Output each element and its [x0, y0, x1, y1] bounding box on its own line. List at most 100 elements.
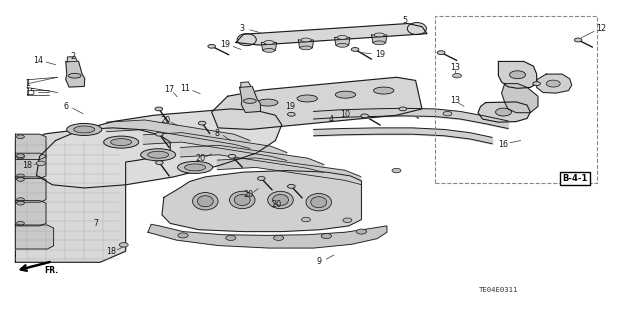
Ellipse shape [392, 168, 401, 173]
Ellipse shape [17, 221, 24, 225]
Polygon shape [218, 158, 361, 184]
Ellipse shape [311, 197, 326, 208]
Polygon shape [162, 171, 362, 232]
Text: 4: 4 [329, 115, 334, 124]
Polygon shape [15, 153, 46, 178]
Text: 11: 11 [180, 84, 190, 93]
Ellipse shape [268, 191, 293, 209]
Text: 19: 19 [285, 102, 296, 111]
Ellipse shape [177, 161, 212, 174]
Ellipse shape [337, 43, 348, 47]
Polygon shape [478, 102, 531, 122]
Ellipse shape [244, 99, 256, 103]
Ellipse shape [321, 234, 332, 239]
Ellipse shape [437, 51, 445, 55]
Ellipse shape [287, 112, 295, 116]
Ellipse shape [306, 194, 332, 211]
Ellipse shape [178, 233, 188, 238]
Polygon shape [36, 109, 282, 188]
Text: 10: 10 [340, 110, 351, 119]
Ellipse shape [452, 73, 461, 78]
Ellipse shape [407, 23, 426, 34]
Polygon shape [241, 82, 251, 87]
Ellipse shape [287, 184, 295, 188]
Text: 20: 20 [195, 154, 205, 163]
Text: 1: 1 [26, 79, 31, 88]
Text: 19: 19 [375, 50, 385, 59]
Ellipse shape [257, 177, 265, 180]
Ellipse shape [300, 46, 312, 50]
Ellipse shape [509, 71, 525, 79]
Ellipse shape [351, 48, 359, 51]
Polygon shape [106, 120, 250, 148]
Ellipse shape [119, 243, 128, 247]
Ellipse shape [273, 235, 284, 241]
Text: 20: 20 [271, 200, 282, 209]
Polygon shape [372, 35, 387, 43]
Polygon shape [239, 86, 260, 113]
Text: 5: 5 [402, 17, 407, 26]
Ellipse shape [374, 87, 394, 94]
Polygon shape [261, 42, 276, 50]
Ellipse shape [226, 235, 236, 241]
Ellipse shape [208, 44, 216, 48]
Ellipse shape [193, 193, 218, 210]
Ellipse shape [574, 38, 582, 42]
Polygon shape [15, 201, 46, 226]
Ellipse shape [297, 95, 317, 102]
Text: 13: 13 [450, 97, 460, 106]
Text: TE04E0311: TE04E0311 [479, 287, 518, 293]
Ellipse shape [17, 135, 24, 139]
Ellipse shape [17, 174, 24, 178]
Text: 6: 6 [64, 102, 69, 111]
Polygon shape [143, 133, 287, 160]
Ellipse shape [17, 155, 24, 159]
Ellipse shape [257, 99, 278, 106]
Bar [435, 16, 597, 183]
Polygon shape [236, 24, 427, 45]
Ellipse shape [546, 80, 560, 87]
Ellipse shape [17, 198, 24, 202]
Polygon shape [15, 134, 46, 160]
Ellipse shape [17, 201, 24, 205]
Polygon shape [335, 37, 350, 45]
Polygon shape [537, 74, 572, 93]
Text: 13: 13 [450, 63, 460, 72]
Ellipse shape [374, 41, 385, 45]
Polygon shape [499, 62, 537, 88]
Text: 19: 19 [221, 40, 231, 49]
Polygon shape [180, 145, 324, 173]
Ellipse shape [533, 82, 540, 85]
Polygon shape [15, 177, 46, 202]
Ellipse shape [273, 195, 289, 205]
Text: 16: 16 [499, 140, 509, 149]
Polygon shape [502, 84, 538, 113]
Text: 12: 12 [596, 24, 607, 33]
Text: B-4-1: B-4-1 [562, 174, 588, 183]
Text: 20: 20 [161, 116, 171, 125]
Ellipse shape [495, 108, 511, 116]
Ellipse shape [361, 114, 369, 118]
Ellipse shape [399, 107, 406, 111]
Polygon shape [66, 61, 84, 87]
Text: 9: 9 [316, 257, 321, 266]
Ellipse shape [67, 123, 102, 136]
Ellipse shape [228, 154, 236, 158]
Ellipse shape [237, 33, 256, 46]
Ellipse shape [17, 178, 24, 181]
Ellipse shape [301, 217, 310, 222]
Text: 18: 18 [106, 247, 116, 256]
Ellipse shape [148, 151, 169, 158]
Text: FR.: FR. [45, 266, 59, 275]
Ellipse shape [263, 48, 275, 52]
Polygon shape [212, 77, 422, 130]
Text: 20: 20 [243, 190, 253, 199]
Polygon shape [67, 57, 77, 62]
Text: 7: 7 [93, 219, 99, 228]
Ellipse shape [335, 91, 356, 98]
Ellipse shape [184, 164, 205, 171]
Text: 14: 14 [33, 56, 44, 65]
Ellipse shape [301, 38, 311, 42]
Polygon shape [15, 128, 170, 262]
Ellipse shape [36, 161, 45, 166]
